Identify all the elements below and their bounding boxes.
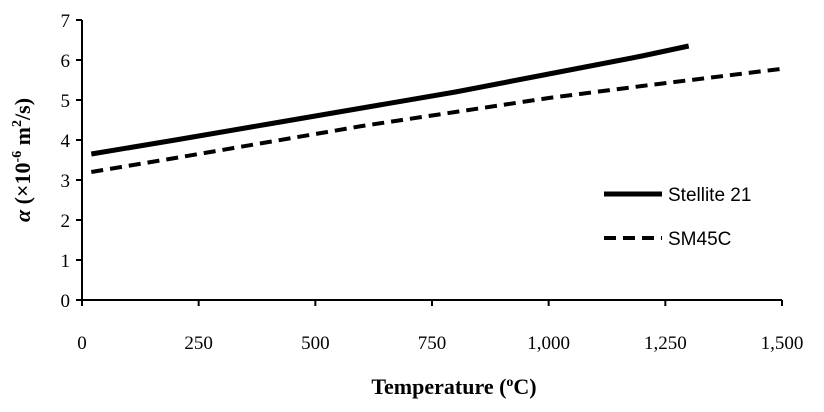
x-tick-label: 1,250 bbox=[644, 333, 687, 354]
series-line-sm45c bbox=[90, 66, 783, 174]
legend-item-stellite-21: Stellite 21 bbox=[604, 185, 751, 206]
y-tick-label: 1 bbox=[61, 251, 71, 272]
x-tick-label: 250 bbox=[184, 333, 213, 354]
y-axis-title-exp: -6 bbox=[10, 151, 25, 163]
y-ticks: 0 1 2 3 4 5 6 7 bbox=[61, 11, 82, 312]
x-ticks: 0 250 500 750 1,000 1,250 1,500 bbox=[77, 300, 803, 354]
legend-label-sm45c: SM45C bbox=[668, 229, 731, 250]
y-axis-title-suffix: /s) bbox=[10, 98, 35, 121]
y-tick-label: 6 bbox=[61, 51, 71, 72]
y-tick-label: 4 bbox=[61, 131, 71, 152]
y-tick-label: 7 bbox=[61, 11, 71, 32]
axes bbox=[81, 20, 782, 301]
y-tick-label: 2 bbox=[61, 211, 71, 232]
legend: Stellite 21 SM45C bbox=[604, 185, 751, 250]
x-axis-title: Temperature (oC) bbox=[371, 374, 536, 399]
x-axis-title-main: Temperature ( bbox=[371, 374, 506, 399]
x-axis-title-sup: o bbox=[506, 375, 513, 390]
x-axis-title-suffix: C) bbox=[513, 374, 536, 399]
series-line-stellite-21 bbox=[90, 43, 690, 157]
y-tick-label: 3 bbox=[61, 171, 71, 192]
y-axis-title-unit: m bbox=[10, 127, 35, 151]
legend-item-sm45c: SM45C bbox=[604, 229, 731, 250]
x-tick-label: 0 bbox=[77, 333, 87, 354]
y-axis-title-symbol: α bbox=[10, 209, 35, 222]
series-layer bbox=[90, 43, 783, 174]
legend-label-stellite-21: Stellite 21 bbox=[668, 185, 751, 206]
x-tick-label: 500 bbox=[301, 333, 330, 354]
y-tick-label: 5 bbox=[61, 91, 71, 112]
y-axis-title-unit-sup: 2 bbox=[10, 120, 25, 127]
y-tick-label: 0 bbox=[61, 291, 71, 312]
y-axis-title-prefix: (×10 bbox=[10, 162, 35, 209]
x-tick-label: 750 bbox=[418, 333, 447, 354]
x-tick-label: 1,500 bbox=[761, 333, 804, 354]
x-tick-label: 1,000 bbox=[527, 333, 570, 354]
y-axis-title: α (×10-6 m2/s) bbox=[10, 98, 35, 222]
